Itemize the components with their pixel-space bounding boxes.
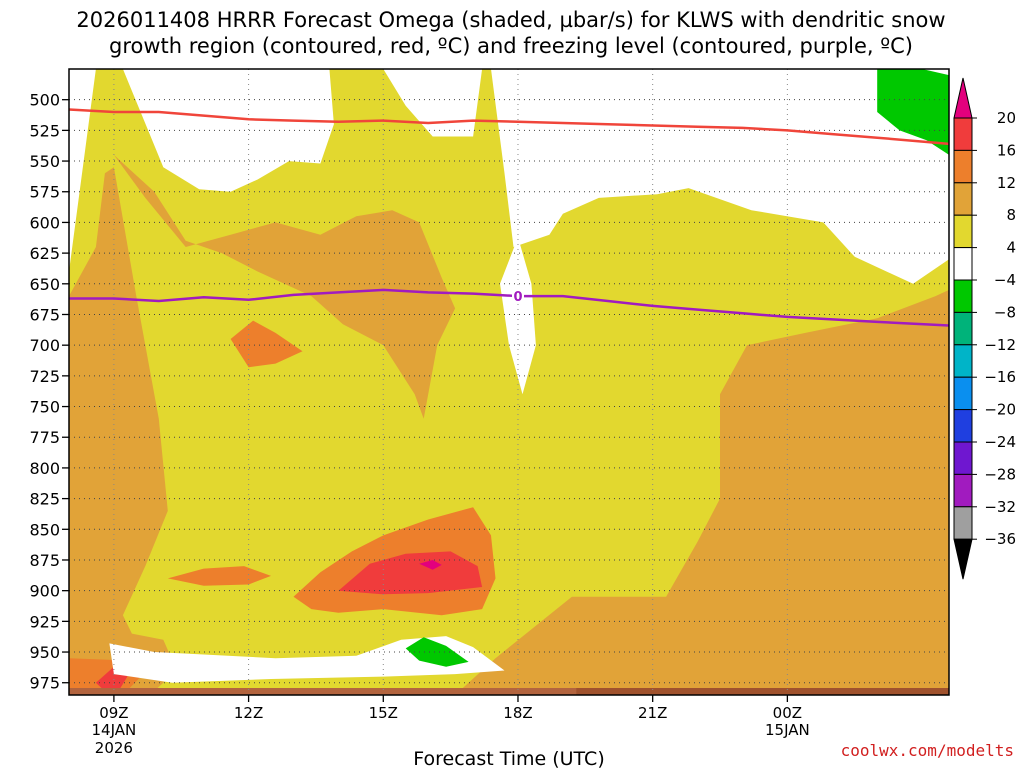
y-tick-label-625: 625 — [29, 244, 60, 263]
omega-region--8-to--4 — [405, 637, 469, 667]
y-tick-label-850: 850 — [29, 520, 60, 539]
x-tick-label-21Z: 21Z — [638, 704, 667, 722]
colorbar-arrow-top — [953, 77, 973, 119]
omega-region-16-to-20 — [338, 551, 483, 595]
omega-region-12-to-16 — [167, 566, 271, 586]
x-tick-label-18Z: 18Z — [503, 704, 532, 722]
colorbar-band--4-to-4 — [953, 247, 973, 281]
colorbar-band--12-to--8 — [953, 311, 973, 346]
colorbar-label-13: −36 — [984, 530, 1016, 548]
plot-area: 0 — [68, 68, 950, 696]
colorbar-label-6: −8 — [994, 303, 1016, 321]
y-tick-label-750: 750 — [29, 398, 60, 417]
omega-region-8-to-12 — [113, 154, 456, 419]
x-tick-sub1-00Z: 15JAN — [765, 721, 810, 739]
y-tick-label-525: 525 — [29, 121, 60, 140]
y-tick-label-650: 650 — [29, 275, 60, 294]
chart-title-line2: growth region (contoured, red, ºC) and f… — [109, 34, 913, 58]
x-tick-label-15Z: 15Z — [369, 704, 398, 722]
omega-region--4-to-4 — [109, 636, 505, 683]
colorbar-band-12-to-16 — [953, 149, 973, 184]
y-tick-label-550: 550 — [29, 152, 60, 171]
colorbar-label-10: −24 — [984, 433, 1016, 451]
omega-region-8-to-12 — [69, 167, 949, 695]
colorbar-band-8-to-12 — [953, 182, 973, 216]
omega-region-12-to-16 — [230, 320, 303, 368]
colorbar-band--16-to--12 — [953, 344, 973, 378]
omega-region--4-to-4 — [500, 237, 536, 395]
omega-region--8-to--4 — [877, 69, 949, 155]
y-tick-label-775: 775 — [29, 428, 60, 447]
x-tick-sub1-09Z: 14JAN — [92, 721, 137, 739]
colorbar-label-9: −20 — [984, 401, 1016, 419]
y-tick-label-825: 825 — [29, 490, 60, 509]
x-tick-sub2-09Z: 2026 — [95, 739, 133, 757]
x-tick-label-09Z: 09Z — [99, 704, 128, 722]
y-tick-label-875: 875 — [29, 551, 60, 570]
colorbar-label-7: −12 — [984, 336, 1016, 354]
colorbar-band--32-to--28 — [953, 473, 973, 508]
colorbar-label-2: 12 — [997, 174, 1016, 192]
freezing-level-label: 0 — [513, 290, 522, 305]
colorbar-label-5: −4 — [994, 271, 1016, 289]
y-tick-label-800: 800 — [29, 459, 60, 478]
y-tick-label-900: 900 — [29, 582, 60, 601]
dgz-contour-line — [69, 108, 949, 146]
grid-lines — [69, 69, 949, 695]
x-axis-label: Forecast Time (UTC) — [413, 748, 604, 768]
y-tick-label-925: 925 — [29, 612, 60, 631]
colorbar: 20 16 12 8 4 −4 −8 −12 −16 −20 −24 −28 −32 −36 — [953, 77, 1016, 580]
y-tick-label-675: 675 — [29, 305, 60, 324]
colorbar-label-0: 20 — [997, 109, 1016, 127]
y-tick-label-975: 975 — [29, 674, 60, 693]
colorbar-band--36-to--32 — [953, 506, 973, 540]
colorbar-band--24-to--20 — [953, 409, 973, 443]
terrain-strip — [69, 688, 949, 695]
y-tick-label-950: 950 — [29, 643, 60, 662]
colorbar-band-4-to-8 — [953, 214, 973, 249]
y-tick-label-500: 500 — [29, 91, 60, 110]
y-tick-label-725: 725 — [29, 367, 60, 386]
omega-region-gt20 — [419, 560, 442, 570]
freezing-level-line — [69, 288, 949, 327]
colorbar-label-4: 4 — [1006, 239, 1016, 257]
freezing-level-label-bg — [511, 288, 524, 305]
chart-title-line1: 2026011408 HRRR Forecast Omega (shaded, … — [76, 8, 945, 32]
omega-regions — [69, 69, 949, 695]
y-tick-label-575: 575 — [29, 183, 60, 202]
colorbar-label-12: −32 — [984, 498, 1016, 516]
y-tick-label-700: 700 — [29, 336, 60, 355]
terrain-strip-dark — [576, 688, 949, 695]
x-tick-label-00Z: 00Z — [773, 704, 802, 722]
y-axis: 500 525 550 575 600 625 650 675 700 725 750 775 800 8… — [29, 91, 69, 693]
colorbar-label-8: −16 — [984, 368, 1016, 386]
y-tick-label-600: 600 — [29, 213, 60, 232]
colorbar-label-11: −28 — [984, 465, 1016, 483]
colorbar-band--28-to--24 — [953, 441, 973, 475]
colorbar-label-1: 16 — [997, 141, 1016, 159]
plot-frame — [68, 68, 950, 696]
colorbar-band-16-to-20 — [953, 117, 973, 151]
colorbar-arrow-bottom — [953, 538, 973, 580]
colorbar-label-3: 8 — [1006, 206, 1016, 224]
colorbar-band--20-to--16 — [953, 376, 973, 411]
x-tick-label-12Z: 12Z — [234, 704, 263, 722]
colorbar-band--8-to--4 — [953, 279, 973, 313]
credit-text: coolwx.com/modelts — [841, 741, 1014, 760]
